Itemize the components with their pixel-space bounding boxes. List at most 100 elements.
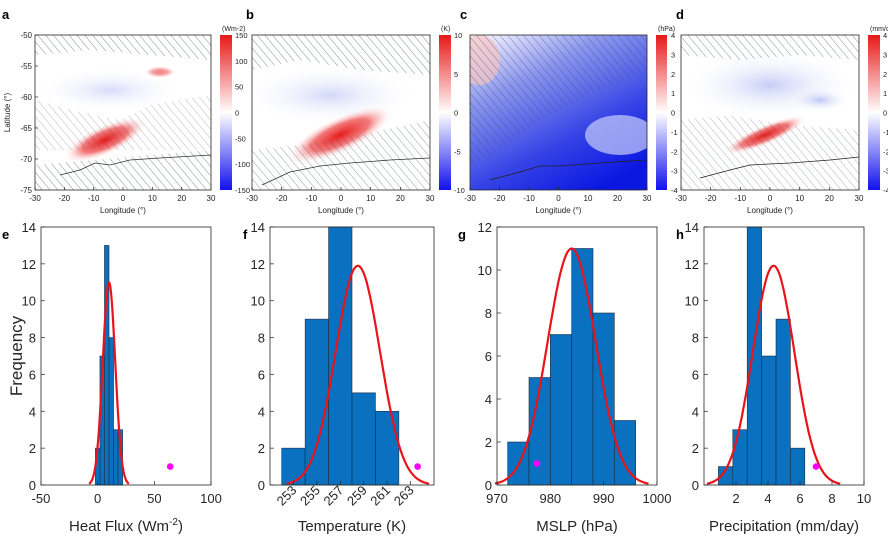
map-d-colorbar bbox=[868, 35, 880, 190]
histogram-e-xlabel: Heat Flux (Wm-2) bbox=[69, 517, 183, 535]
map-a-ytick-label: -70 bbox=[20, 155, 32, 164]
histogram-h-xtick-label: 2 bbox=[732, 491, 739, 506]
histogram-e-ytick-label: 8 bbox=[29, 331, 36, 346]
histogram-h-ytick-label: 2 bbox=[692, 441, 699, 456]
histogram-f-xtick-label: 257 bbox=[320, 483, 346, 509]
map-a-colorbar-tick: -150 bbox=[235, 186, 250, 195]
histogram-h-xtick-label: 10 bbox=[857, 491, 871, 506]
map-a-xtick-label: -20 bbox=[59, 194, 71, 203]
histogram-f-ytick-label: 10 bbox=[251, 294, 265, 309]
histogram-h-bar bbox=[790, 447, 806, 486]
histogram-h-xtick-label: 4 bbox=[764, 491, 771, 506]
histogram-g-xlabel: MSLP (hPa) bbox=[536, 518, 617, 535]
map-a-colorbar bbox=[220, 35, 232, 190]
histogram-e-axes-box bbox=[40, 226, 212, 486]
histogram-f-ytick-label: 4 bbox=[258, 404, 265, 419]
map-c-colorbar-tick: 4 bbox=[671, 31, 675, 40]
map-a-xtick-label: 10 bbox=[148, 194, 157, 203]
map-b-xtick-label: 30 bbox=[426, 194, 435, 203]
histogram-e-bar bbox=[108, 337, 114, 486]
histogram-h-ytick-label: 8 bbox=[692, 331, 699, 346]
histogram-f-axes-box bbox=[269, 226, 435, 486]
map-c-colorbar-tick: 1 bbox=[671, 89, 675, 98]
map-a-ytick-label: -65 bbox=[20, 124, 32, 133]
map-d-xtick-label: 30 bbox=[855, 194, 864, 203]
map-d-colorbar-tick: -3 bbox=[883, 167, 888, 176]
histogram-h-ytick-label: 14 bbox=[685, 220, 699, 235]
map-c-colorbar-tick: -1 bbox=[671, 128, 678, 137]
histogram-h-ytick-label: 0 bbox=[692, 478, 699, 493]
histogram-h-marker bbox=[812, 463, 820, 470]
map-a-ytick-label: -60 bbox=[20, 93, 32, 102]
map-b-colorbar bbox=[439, 35, 451, 190]
map-c-xtick-label: -20 bbox=[494, 194, 506, 203]
map-b-xtick-label: 20 bbox=[396, 194, 405, 203]
histogram-h-bar bbox=[761, 355, 777, 486]
histogram-g-ytick-label: 6 bbox=[485, 349, 492, 364]
histogram-e-bar bbox=[104, 245, 110, 486]
map-a-colorbar-tick: 100 bbox=[235, 57, 248, 66]
map-a-xtick-label: -30 bbox=[29, 194, 41, 203]
histogram-e-ytick-label: 4 bbox=[29, 404, 36, 419]
histogram-f-bar bbox=[328, 226, 353, 486]
map-d-coastline bbox=[699, 156, 859, 179]
map-c-coastline bbox=[489, 159, 647, 181]
map-d-xlabel: Longitude (°) bbox=[747, 206, 793, 215]
map-c-colorbar-tick: -4 bbox=[671, 186, 678, 195]
histogram-e-bar bbox=[113, 429, 119, 486]
histogram-h-axes-box bbox=[703, 226, 865, 486]
histogram-g-ytick-label: 8 bbox=[485, 306, 492, 321]
panel-letter-c: c bbox=[460, 7, 467, 22]
panel-letter-g: g bbox=[458, 227, 466, 242]
map-c-xlabel: Longitude (°) bbox=[536, 206, 582, 215]
histogram-g-fit-curve bbox=[494, 247, 649, 485]
map-c-xtick-label: -30 bbox=[464, 194, 476, 203]
map-a-ytick-label: -75 bbox=[20, 186, 32, 195]
map-panel-b bbox=[251, 34, 451, 191]
histogram-h-ytick-label: 12 bbox=[685, 257, 699, 272]
map-a-xlabel: Longitude (°) bbox=[100, 206, 146, 215]
map-c-colorbar-tick: 0 bbox=[671, 109, 675, 118]
histogram-f-fit-curve bbox=[286, 264, 430, 485]
histogram-e-ytick-label: 10 bbox=[22, 294, 36, 309]
histogram-f-xtick-label: 259 bbox=[344, 483, 370, 509]
histogram-f-xtick-label: 255 bbox=[297, 483, 323, 509]
map-c-colorbar-tick: 2 bbox=[671, 70, 675, 79]
histogram-g-bar bbox=[550, 334, 572, 486]
map-c-xtick-label: 0 bbox=[556, 194, 561, 203]
histogram-h-bar bbox=[732, 429, 748, 486]
histogram-e-fit-curve bbox=[88, 280, 130, 485]
histogram-f-bar bbox=[281, 447, 306, 486]
map-a-xtick-label: 0 bbox=[121, 194, 126, 203]
map-d-colorbar-unit: (mm/day) bbox=[870, 26, 888, 33]
map-b-colorbar-tick: 5 bbox=[454, 70, 458, 79]
histogram-f-ytick-label: 12 bbox=[251, 257, 265, 272]
histogram-f-xtick-label: 263 bbox=[391, 483, 417, 509]
map-d-colorbar-tick: -1 bbox=[883, 128, 888, 137]
panel-letter-d: d bbox=[676, 7, 684, 22]
histogram-f-xlabel: Temperature (K) bbox=[298, 518, 406, 535]
map-c-colorbar-tick: -3 bbox=[671, 167, 678, 176]
map-b-colorbar-tick: -5 bbox=[454, 147, 461, 156]
histogram-g-xtick-label: 990 bbox=[593, 491, 615, 506]
map-d-colorbar-tick: 4 bbox=[883, 31, 887, 40]
map-a-colorbar-unit: (Wm-2) bbox=[222, 26, 245, 33]
histogram-e-marker bbox=[166, 463, 174, 470]
histogram-g-bar bbox=[571, 248, 594, 486]
histogram-e-ytick-label: 6 bbox=[29, 367, 36, 382]
map-d-colorbar-tick: 3 bbox=[883, 50, 887, 59]
histogram-e-ytick-label: 14 bbox=[22, 220, 36, 235]
map-a-ylabel: Latitude (°) bbox=[3, 93, 12, 133]
map-c-xtick-label: 20 bbox=[613, 194, 622, 203]
histogram-g-ytick-label: 4 bbox=[485, 392, 492, 407]
map-b-colorbar-tick: -10 bbox=[454, 186, 465, 195]
histogram-f-xtick-label: 253 bbox=[274, 483, 300, 509]
histogram-f-ytick-label: 0 bbox=[258, 478, 265, 493]
map-a-colorbar-tick: 150 bbox=[235, 31, 248, 40]
histogram-h-fit-curve bbox=[706, 264, 841, 485]
